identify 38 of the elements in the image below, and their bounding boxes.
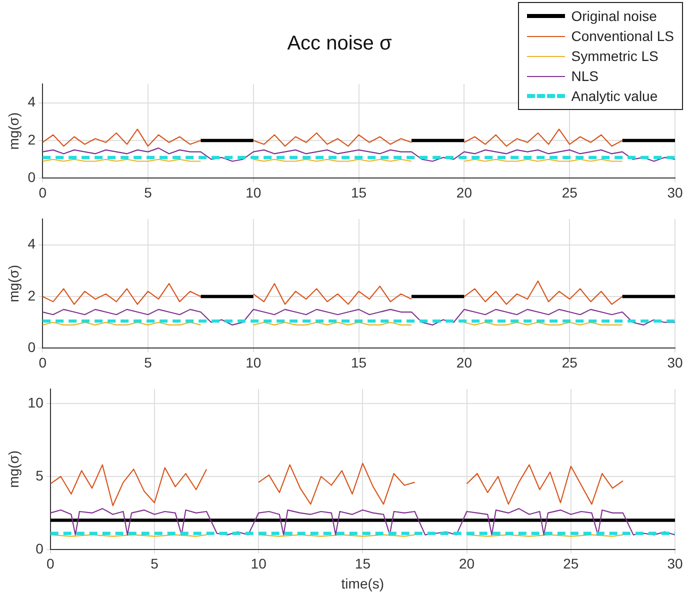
x-tick-label: 10 (250, 556, 267, 572)
y-axis-title: mg(σ) (5, 112, 22, 150)
x-tick-label: 15 (351, 184, 367, 200)
x-tick-label: 10 (246, 184, 262, 200)
y-tick-label: 4 (28, 236, 36, 252)
y-tick-label: 5 (36, 467, 44, 484)
x-tick-label: 15 (354, 556, 371, 572)
x-tick-label: 0 (46, 556, 54, 572)
y-tick-label: 2 (28, 287, 36, 304)
y-axis-title: mg(σ) (5, 450, 22, 488)
legend-label: Original noise (571, 8, 657, 24)
x-tick-label: 25 (562, 354, 578, 370)
x-tick-label: 20 (456, 354, 472, 370)
x-tick-label: 5 (144, 354, 152, 370)
legend-label: NLS (571, 68, 598, 84)
x-tick-label: 20 (459, 556, 475, 572)
x-tick-label: 15 (351, 354, 367, 370)
x-tick-label: 10 (246, 354, 262, 370)
x-tick-label: 25 (563, 556, 579, 572)
y-tick-label: 10 (28, 394, 44, 410)
x-tick-label: 25 (562, 184, 578, 200)
y-tick-label: 0 (36, 540, 44, 556)
y-tick-label: 0 (28, 169, 36, 186)
y-tick-label: 2 (28, 131, 36, 148)
x-tick-label: 5 (150, 556, 159, 572)
x-tick-label: 30 (667, 184, 683, 200)
x-tick-label: 5 (144, 184, 152, 200)
chart-title: Acc noise σ (287, 32, 392, 55)
legend-label: Symmetric LS (571, 48, 658, 64)
x-tick-label: 30 (667, 354, 683, 370)
legend-label: Conventional LS (571, 28, 674, 44)
y-tick-label: 4 (28, 94, 36, 110)
legend-label: Analytic value (571, 88, 658, 104)
x-tick-label: 20 (456, 184, 472, 200)
x-axis-title: time(s) (341, 575, 384, 592)
y-tick-label: 0 (28, 339, 36, 356)
x-tick-label: 30 (667, 556, 683, 572)
y-axis-title: mg(σ) (5, 264, 22, 302)
